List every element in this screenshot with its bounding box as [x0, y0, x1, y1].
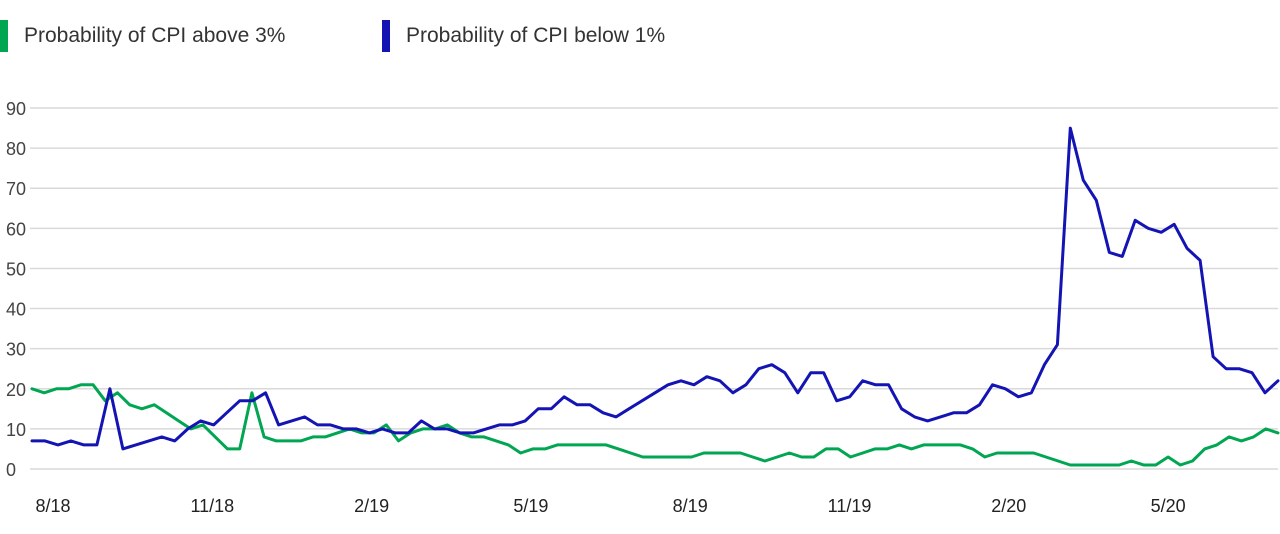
x-tick-label: 8/18 [35, 496, 70, 516]
y-axis-ticks: 0 10 20 30 40 50 60 70 80 90 [6, 99, 26, 480]
y-tick-label: 60 [6, 219, 26, 239]
y-tick-label: 30 [6, 340, 26, 360]
legend-label-below-1: Probability of CPI below 1% [406, 24, 666, 47]
legend-label-above-3: Probability of CPI above 3% [24, 24, 286, 47]
y-tick-label: 0 [6, 460, 16, 480]
y-tick-label: 10 [6, 420, 26, 440]
legend-swatch-blue [382, 20, 390, 52]
series-line-below-1 [30, 126, 1280, 451]
series-line-above-3 [30, 383, 1280, 467]
y-tick-label: 40 [6, 300, 26, 320]
gridlines [30, 107, 1278, 470]
legend-swatch-green [0, 20, 8, 52]
x-tick-label: 2/19 [354, 496, 389, 516]
legend: Probability of CPI above 3% Probability … [0, 18, 1280, 54]
y-tick-label: 90 [6, 99, 26, 119]
y-tick-label: 80 [6, 139, 26, 159]
x-tick-label: 8/19 [673, 496, 708, 516]
x-axis-ticks: 8/18 11/18 2/19 5/19 8/19 11/19 2/20 5/20 [35, 496, 1185, 516]
x-tick-label: 5/19 [513, 496, 548, 516]
y-tick-label: 70 [6, 179, 26, 199]
x-tick-label: 11/18 [190, 496, 234, 516]
y-tick-label: 20 [6, 380, 26, 400]
x-tick-label: 2/20 [991, 496, 1026, 516]
x-tick-label: 5/20 [1151, 496, 1186, 516]
legend-item-below-1: Probability of CPI below 1% [382, 18, 665, 54]
x-tick-label: 11/19 [828, 496, 872, 516]
series-lines [30, 126, 1280, 467]
legend-item-above-3: Probability of CPI above 3% [0, 18, 285, 54]
y-tick-label: 50 [6, 259, 26, 279]
